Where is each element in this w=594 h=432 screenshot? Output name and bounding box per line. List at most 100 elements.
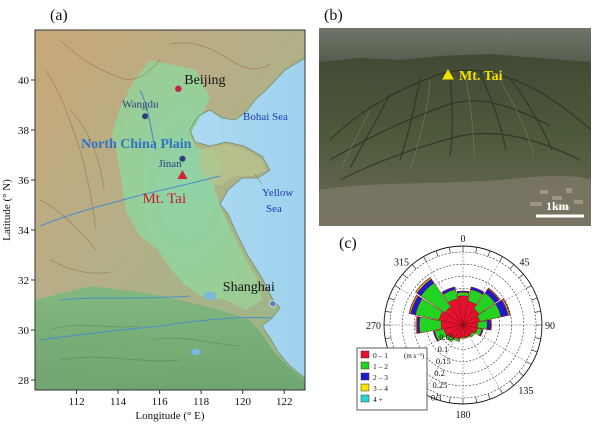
y-tick-label: 34 (18, 225, 30, 237)
rose-outer-tick (402, 273, 408, 279)
radial-tick-0: 0.05 (439, 332, 454, 342)
south-ridges (49, 325, 241, 362)
rose-outer-tick (388, 297, 395, 301)
wind-rose-wedge (478, 328, 484, 337)
dir-label-315: 315 (394, 257, 409, 268)
y-ticks: 28 30 32 34 36 38 40 (18, 75, 35, 387)
rose-outer-tick (534, 337, 541, 340)
yellow-sea-label-1: Yellow (262, 187, 293, 199)
wind-rose-wedge (477, 320, 488, 330)
horizon-haze (319, 28, 591, 62)
wind-rose-wedge (469, 331, 476, 338)
shanghai-marker[interactable] (269, 300, 277, 308)
wind-rose-wedge (453, 336, 461, 342)
legend-label: 3 – 4 (373, 384, 388, 393)
rose-outer-tick (448, 247, 451, 254)
x-axis-label: Longitude (° E) (135, 410, 204, 422)
lake (191, 349, 201, 355)
rose-outer-tick (531, 349, 538, 353)
wind-rose-wedge (465, 334, 471, 339)
radial-tick-1: 0.1 (438, 344, 449, 354)
wind-rose-wedge (486, 319, 492, 331)
legend-swatch (360, 383, 370, 392)
rose-outer-tick (448, 396, 451, 403)
rose-outer-tick (385, 337, 392, 340)
jinan-marker[interactable] (179, 155, 186, 162)
wangdu-label: Wangdu (122, 98, 159, 110)
y-tick-label: 40 (18, 75, 30, 87)
foreground-valley (319, 175, 591, 226)
rose-outer-tick (499, 388, 503, 394)
wind-rose-petals (408, 276, 511, 343)
panel-c: (c) 0 45 90 135 180 270 315 0.05 0.1 0.1… (339, 234, 555, 421)
map-frame (34, 29, 306, 391)
legend-title: (m s⁻¹) (404, 352, 425, 360)
city-layer: Beijing Wangdu Jinan Shanghai Mt. Tai (122, 73, 277, 308)
rose-outer-tick (526, 361, 532, 365)
legend-item: 0 – 1 (360, 350, 388, 360)
x-tick-label: 122 (276, 396, 293, 408)
radial-tick-3: 0.2 (434, 368, 445, 378)
rose-outer-tick (394, 285, 400, 289)
x-tick-label: 118 (193, 396, 210, 408)
rose-outer-tick (499, 256, 503, 262)
rose-outer-tick (423, 256, 427, 262)
rose-outer-tick (518, 371, 524, 377)
bohai-sea-label: Bohai Sea (243, 111, 288, 123)
wind-rose-wedge (490, 319, 492, 331)
plain-label: North China Plain (81, 137, 192, 152)
legend-item: 1 – 2 (360, 361, 388, 371)
dir-label-45: 45 (520, 257, 530, 268)
wind-rose-wedge (456, 291, 470, 297)
dir-label-135: 135 (518, 386, 533, 397)
y-tick-label: 28 (18, 375, 30, 387)
legend-label: 4 + (373, 395, 383, 404)
rose-outer-tick (487, 393, 491, 400)
dir-label-90: 90 (545, 321, 555, 332)
jinan-label: Jinan (158, 158, 182, 170)
legend-label: 0 – 1 (373, 351, 388, 360)
panel-a: (a) (1, 7, 306, 422)
rose-ring (414, 276, 512, 374)
mt-tai-marker[interactable] (177, 170, 188, 179)
dir-label-270: 270 (366, 321, 381, 332)
rose-outer-tick (475, 247, 478, 254)
peak-marker[interactable] (442, 68, 454, 80)
shandong-hills (200, 144, 266, 186)
wind-rose-wedge (502, 298, 511, 316)
terrain-view: Mt. Tai 1km (319, 28, 591, 226)
terrain-highlights (339, 73, 535, 171)
shanghai-label: Shanghai (223, 280, 275, 295)
mt-tai-label: Mt. Tai (142, 191, 186, 207)
beijing-marker[interactable] (175, 85, 182, 92)
rose-outer-tick (411, 264, 417, 270)
rivers (39, 89, 273, 341)
y-axis-label: Latitude (° N) (1, 179, 13, 241)
wind-rose-wedge (470, 286, 485, 295)
wind-rose-wedge (487, 287, 501, 301)
radial-ticks: 0.05 0.1 0.15 0.2 0.25 0.3 (431, 332, 454, 402)
y-tick-label: 32 (18, 275, 29, 287)
rose-outer-tick (534, 310, 541, 313)
panel-c-label: (c) (339, 235, 357, 252)
wind-rose-wedge (441, 286, 456, 295)
wind-rose-wedge (460, 336, 466, 339)
radial-tick-2: 0.15 (436, 356, 451, 366)
y-tick-label: 36 (18, 175, 30, 187)
scale-label: 1km (546, 199, 569, 213)
map-area: North China Plain Bohai Sea Yellow Sea B… (35, 30, 305, 390)
wind-rose-wedge (408, 294, 418, 314)
lake (204, 292, 216, 300)
x-ticks: 112 114 116 118 120 122 (68, 390, 292, 408)
legend-item: 2 – 3 (360, 372, 388, 382)
rose-outer-tick (435, 393, 439, 400)
panel-a-label: (a) (50, 7, 68, 24)
wind-rose-wedge (414, 276, 431, 293)
panel-b: (b) (319, 7, 591, 226)
wind-rose-labels: 0 45 90 135 180 270 315 (366, 234, 555, 421)
peak-label: Mt. Tai (459, 69, 503, 84)
legend-item: 3 – 4 (360, 383, 388, 393)
wangdu-marker[interactable] (142, 113, 149, 120)
legend-swatch (360, 350, 370, 359)
